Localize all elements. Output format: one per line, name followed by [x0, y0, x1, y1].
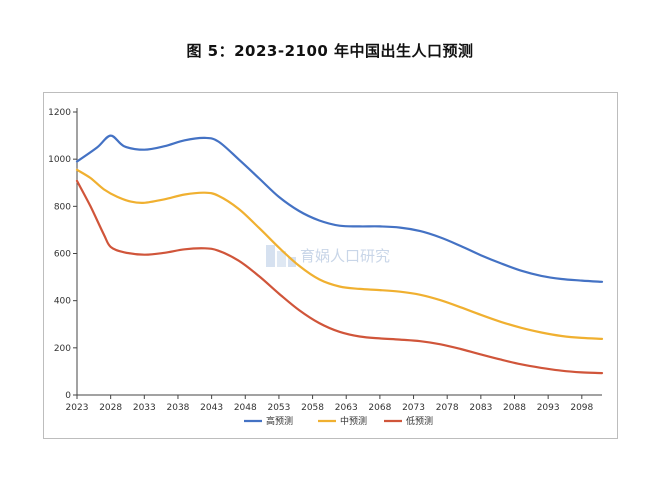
- watermark: 育娲人口研究: [266, 245, 390, 267]
- x-tick-label: 2053: [267, 403, 290, 413]
- axes: 0 200 400 600 800 1000 1200 2023 2028 2033 2038 204…: [48, 108, 602, 413]
- legend-label-low: 低预测: [406, 415, 433, 427]
- y-tick-label: 0: [65, 391, 71, 401]
- series-line-low: [75, 179, 604, 375]
- x-tick-label: 2058: [301, 403, 324, 413]
- watermark-text: 育娲人口研究: [300, 247, 390, 265]
- y-tick-label: 1200: [48, 108, 71, 118]
- x-tick-label: 2033: [133, 403, 156, 413]
- chart-frame: 育娲人口研究 0 200 400 600 800 1000 1200 2023 2028 2033…: [43, 92, 618, 439]
- series-group: [75, 134, 604, 375]
- x-tick-label: 2078: [436, 403, 459, 413]
- x-tick-label: 2023: [66, 403, 89, 413]
- x-tick-label: 2048: [234, 403, 257, 413]
- legend: 高预测 中预测 低预测: [244, 415, 433, 427]
- series-line-high: [75, 134, 604, 283]
- x-tick-label: 2068: [368, 403, 391, 413]
- y-tick-label: 1000: [48, 155, 71, 165]
- series-line-mid: [75, 168, 604, 340]
- chart-title: 图 5：2023-2100 年中国出生人口预测: [186, 42, 474, 60]
- x-tick-label: 2043: [200, 403, 223, 413]
- legend-label-high: 高预测: [266, 415, 293, 427]
- y-tick-label: 400: [54, 297, 71, 307]
- line-chart: 育娲人口研究 0 200 400 600 800 1000 1200 2023 2028 2033…: [48, 108, 604, 427]
- x-tick-label: 2083: [469, 403, 492, 413]
- x-tick-label: 2088: [503, 403, 526, 413]
- legend-label-mid: 中预测: [340, 415, 367, 427]
- x-tick-label: 2093: [537, 403, 560, 413]
- x-tick-label: 2063: [335, 403, 358, 413]
- x-tick-label: 2028: [99, 403, 122, 413]
- y-tick-label: 800: [54, 202, 71, 212]
- x-tick-label: 2073: [402, 403, 425, 413]
- y-tick-label: 200: [54, 344, 71, 354]
- x-tick-label: 2038: [167, 403, 190, 413]
- x-tick-label: 2098: [570, 403, 593, 413]
- y-tick-label: 600: [54, 250, 71, 260]
- watermark-logo-icon: [266, 245, 296, 267]
